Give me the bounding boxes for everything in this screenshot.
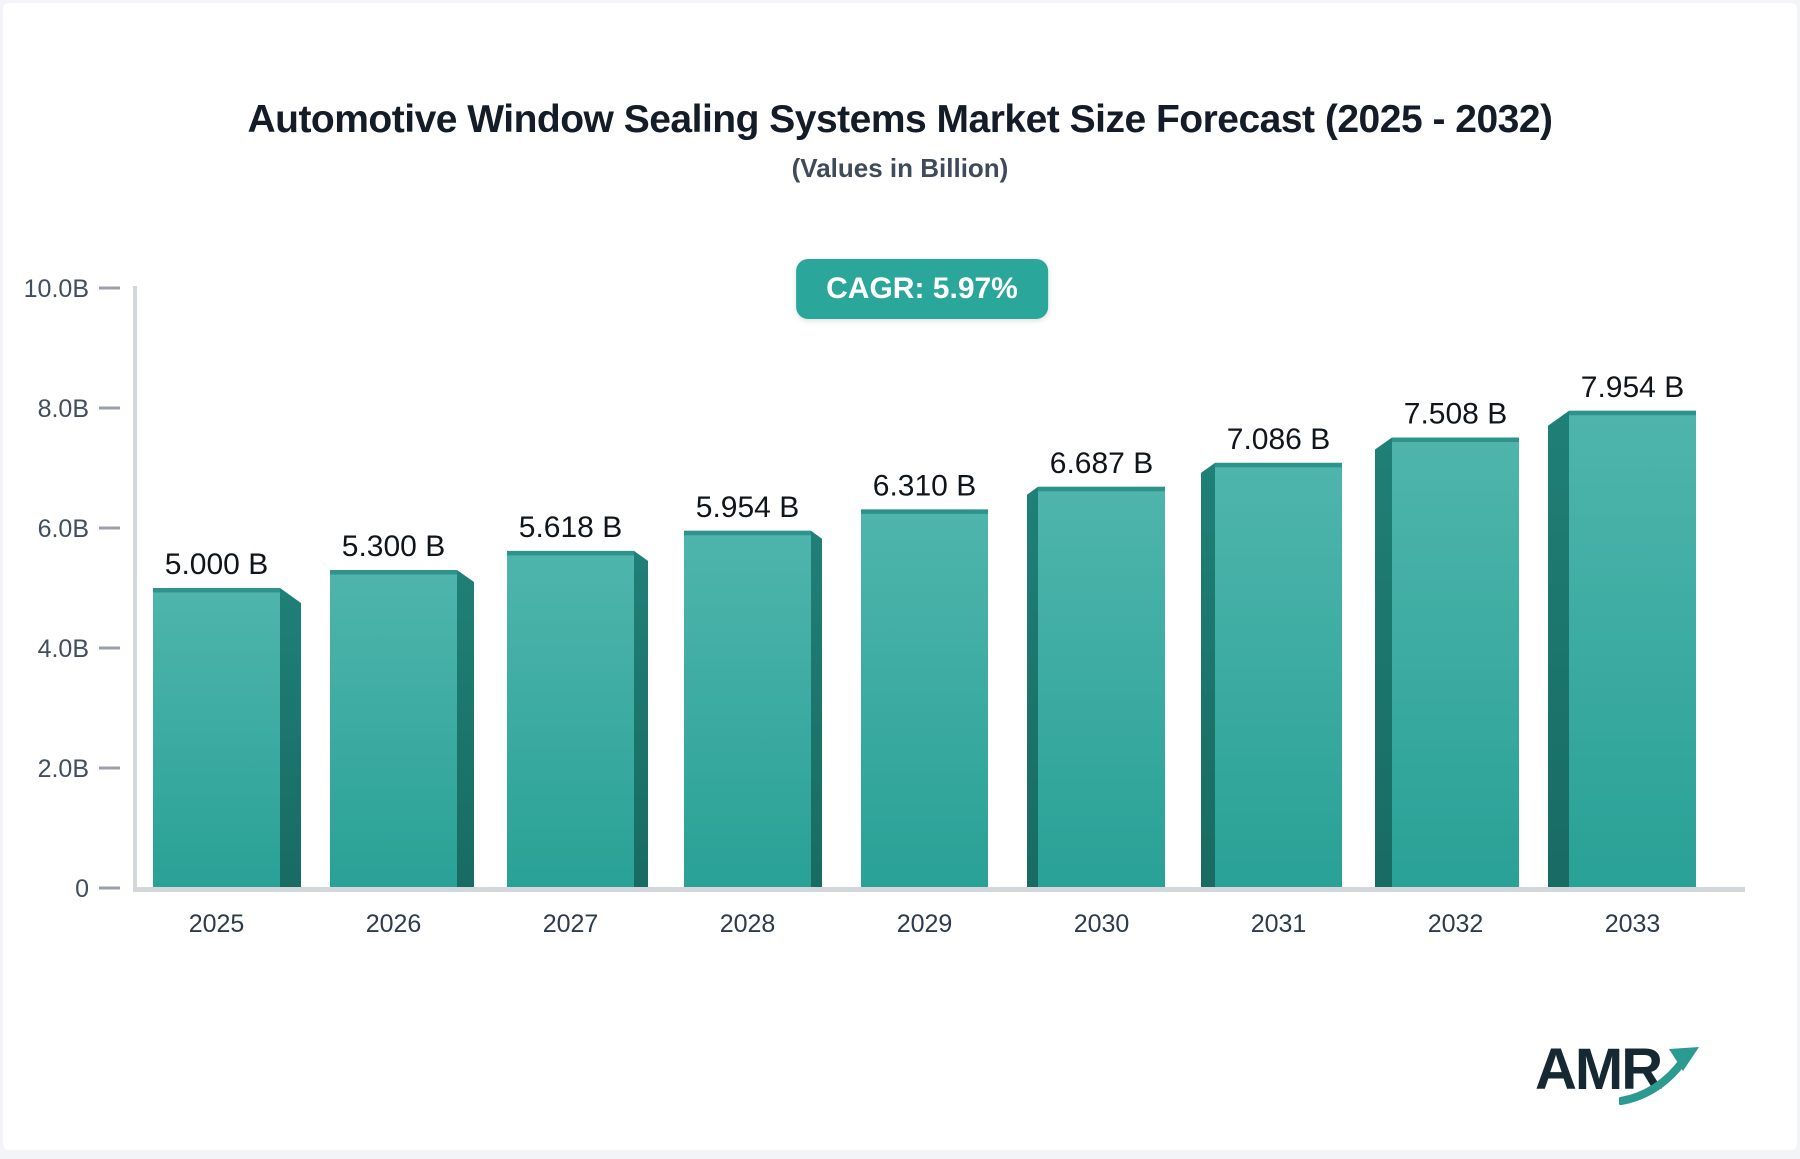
bar	[153, 588, 280, 888]
bar	[1569, 410, 1696, 888]
bar-side-face	[280, 588, 301, 888]
bar-top-edge	[507, 550, 634, 556]
bar	[1392, 437, 1519, 888]
y-tick-label: 8.0B	[38, 395, 89, 423]
amr-logo: AMR	[1535, 1039, 1715, 1119]
y-tick-label: 4.0B	[38, 635, 89, 663]
page-subtitle: (Values in Billion)	[791, 153, 1009, 183]
amr-logo-arrow-icon	[1619, 1047, 1699, 1105]
bar-value-label: 7.086 B	[1227, 423, 1330, 456]
x-axis-year-label: 2026	[366, 910, 422, 938]
bar	[861, 509, 988, 888]
bar-side-face	[634, 550, 648, 888]
x-axis-year-label: 2027	[543, 910, 599, 938]
bar-value-label: 5.300 B	[342, 530, 445, 563]
bar-top-edge	[861, 509, 988, 514]
bar	[330, 570, 457, 888]
bar-top-edge	[684, 530, 811, 536]
bar-value-label: 5.618 B	[519, 511, 622, 544]
bar-chart: 0 2.0B 4.0B 6.0B 8.0B 10.0B 5.000 B 2025 5.300 B…	[24, 275, 1745, 938]
bar-value-label: 6.310 B	[873, 469, 976, 502]
chart-card: Automotive Window Sealing Systems Market…	[3, 3, 1797, 1150]
y-tick-label: 6.0B	[38, 515, 89, 543]
bar	[507, 550, 634, 888]
bar-side-face	[1201, 462, 1215, 888]
bar-side-face	[1027, 486, 1038, 888]
x-axis-year-label: 2033	[1605, 910, 1661, 938]
bar-side-face	[457, 570, 474, 888]
bar-top-edge	[153, 588, 280, 593]
amr-logo-text: AMR	[1535, 1037, 1663, 1102]
x-axis-year-label: 2025	[189, 910, 245, 938]
y-tick-label: 10.0B	[24, 275, 89, 303]
bar-top-edge	[1392, 437, 1519, 443]
bar-value-label: 5.954 B	[696, 491, 799, 524]
bar-top-edge	[1215, 462, 1342, 468]
bar-value-label: 6.687 B	[1050, 447, 1153, 480]
bar-top-edge	[1569, 410, 1696, 416]
x-axis-year-label: 2029	[897, 910, 953, 938]
y-tick-label: 0	[75, 875, 89, 903]
bar-value-label: 7.508 B	[1404, 398, 1507, 431]
bar	[1038, 486, 1165, 888]
x-axis-year-label: 2031	[1251, 910, 1307, 938]
bar-side-face	[1548, 410, 1569, 888]
x-axis-year-label: 2028	[720, 910, 776, 938]
cagr-badge: CAGR: 5.97%	[796, 259, 1048, 319]
page-title: Automotive Window Sealing Systems Market…	[247, 98, 1553, 141]
bar-top-edge	[330, 570, 457, 575]
bar-value-label: 5.000 B	[165, 548, 268, 581]
bar-side-face	[1375, 437, 1392, 888]
y-tick-label: 2.0B	[38, 755, 89, 783]
bar-top-edge	[1038, 486, 1165, 492]
bar-side-face	[811, 530, 822, 888]
x-axis-year-label: 2032	[1428, 910, 1484, 938]
bar	[1215, 462, 1342, 888]
x-axis-year-label: 2030	[1074, 910, 1130, 938]
bar	[684, 530, 811, 888]
bar-value-label: 7.954 B	[1581, 371, 1684, 404]
